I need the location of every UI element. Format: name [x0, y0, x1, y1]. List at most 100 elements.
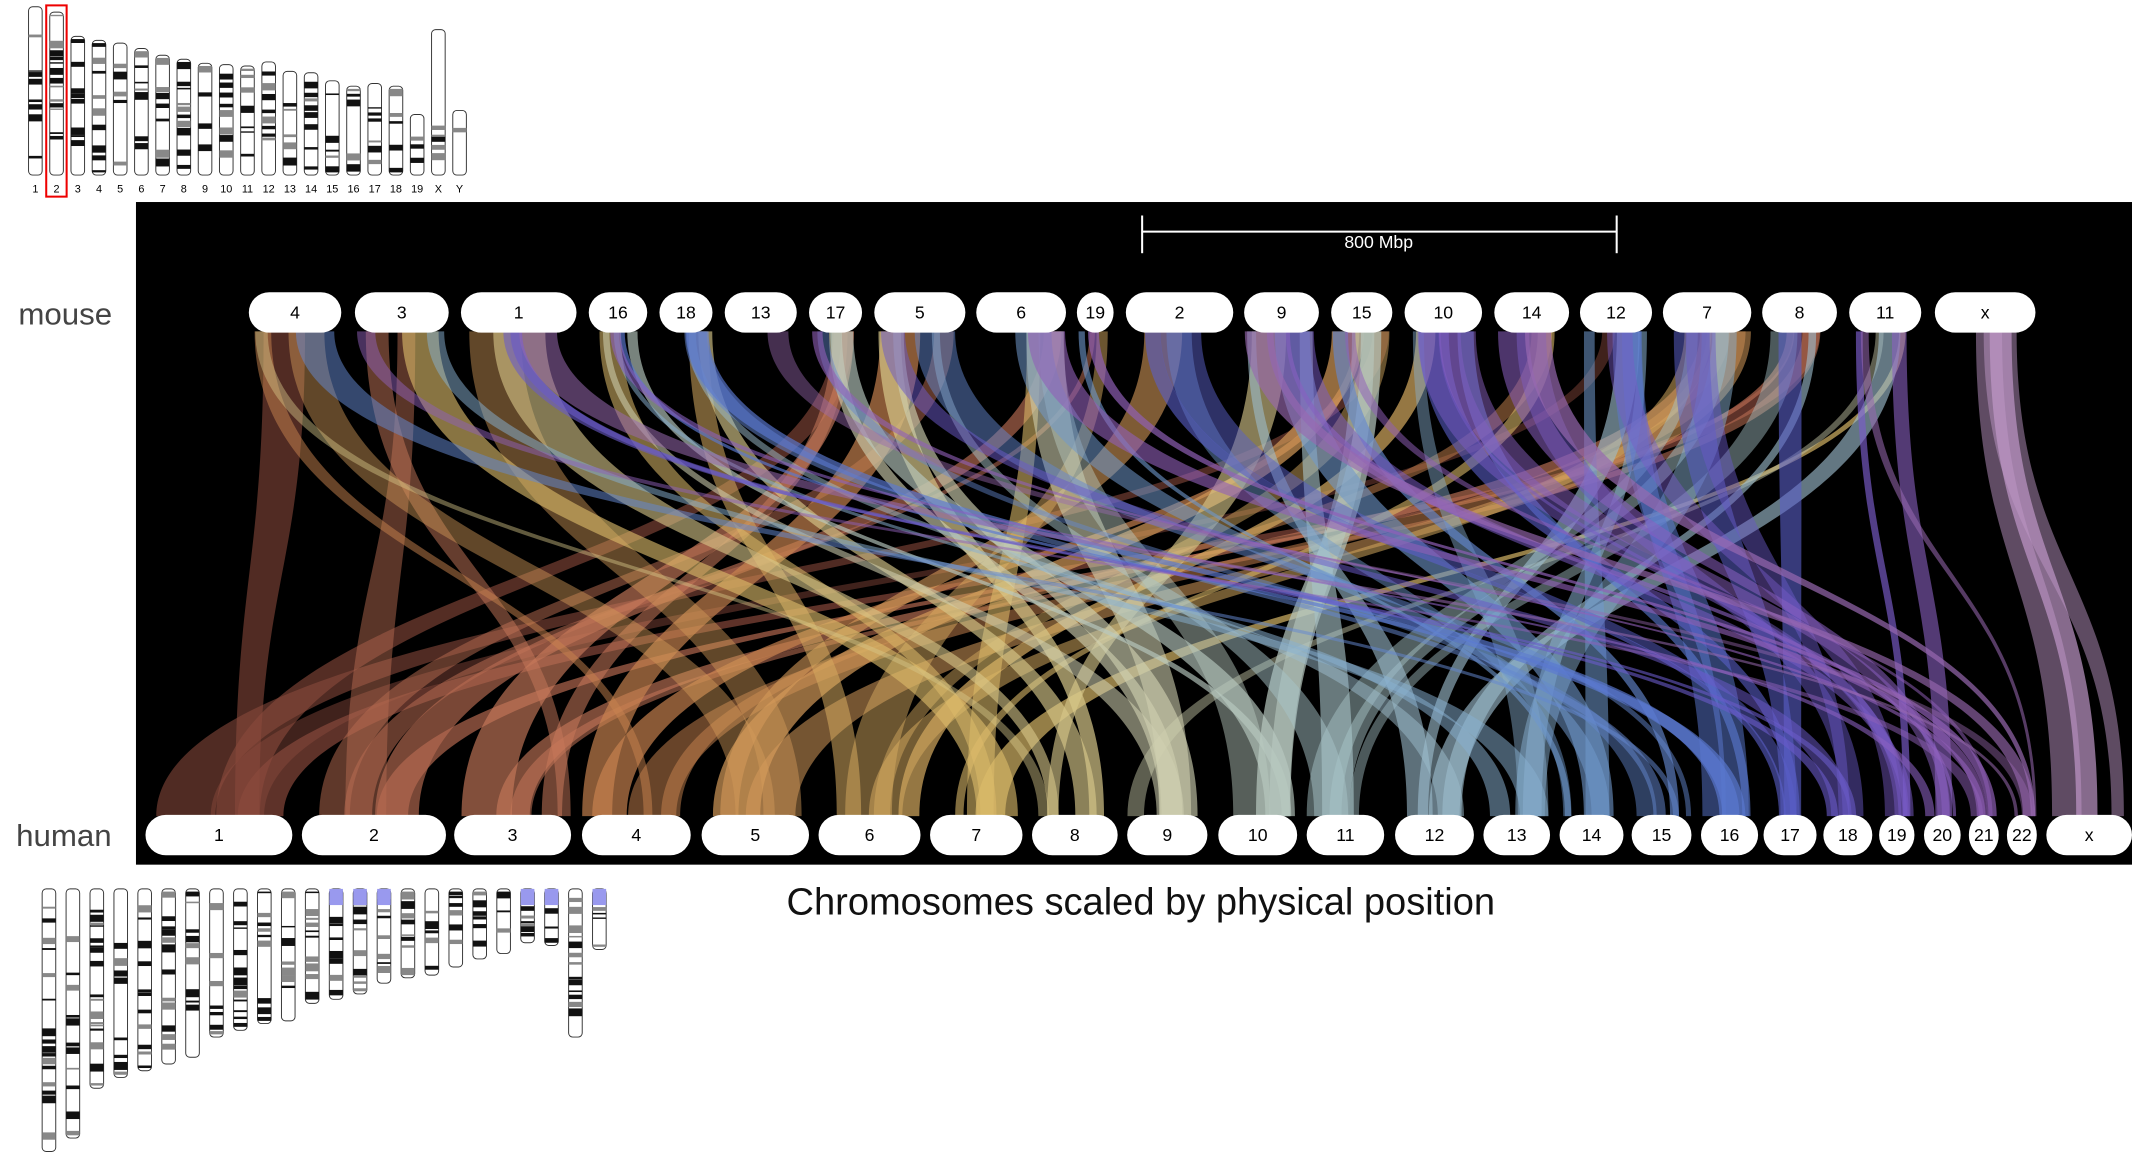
band — [177, 121, 191, 127]
band — [50, 68, 64, 75]
band — [42, 1066, 56, 1069]
band — [593, 913, 607, 915]
band — [177, 165, 191, 169]
band — [347, 164, 361, 171]
band — [234, 986, 248, 989]
karyotype-label: 5 — [117, 184, 123, 196]
band — [186, 936, 200, 942]
karyotype-label: 16 — [347, 184, 359, 196]
band — [177, 88, 191, 90]
band — [71, 93, 85, 98]
band — [156, 104, 170, 108]
band — [353, 976, 367, 978]
band — [368, 160, 382, 164]
band — [42, 1132, 56, 1139]
band — [569, 936, 583, 938]
band — [42, 1053, 56, 1056]
band — [50, 86, 64, 88]
band — [569, 990, 583, 992]
band — [262, 134, 276, 137]
chromosome-label: 5 — [750, 825, 760, 845]
band — [42, 1091, 56, 1095]
band — [198, 123, 212, 128]
karyotype-label: 3 — [75, 184, 81, 196]
band — [401, 892, 415, 900]
band — [449, 910, 463, 915]
band — [90, 1025, 104, 1027]
band — [90, 1042, 104, 1049]
band — [410, 158, 424, 163]
band — [50, 41, 64, 49]
band — [258, 928, 272, 931]
karyotype-label: 15 — [326, 184, 338, 196]
band — [71, 88, 85, 93]
band — [71, 99, 85, 104]
band — [90, 1022, 104, 1024]
band — [234, 978, 248, 986]
band — [283, 158, 297, 166]
band — [156, 87, 170, 92]
band — [92, 170, 106, 172]
band — [66, 1131, 80, 1135]
band — [29, 79, 43, 85]
band — [42, 1039, 56, 1043]
band — [50, 62, 64, 63]
band — [156, 159, 170, 167]
band — [569, 953, 583, 958]
band — [210, 981, 224, 986]
band — [50, 99, 64, 101]
karyotype-label: 8 — [181, 184, 187, 196]
chromosome-body — [198, 63, 212, 175]
band — [42, 1028, 56, 1036]
band — [281, 986, 295, 988]
band — [210, 1012, 224, 1015]
band — [71, 62, 85, 67]
chromosome-label: 7 — [971, 825, 981, 845]
chromosome-label: 14 — [1522, 303, 1542, 323]
band — [569, 977, 583, 980]
band — [497, 928, 511, 932]
band — [305, 909, 319, 916]
band — [473, 911, 487, 916]
band — [42, 1096, 56, 1104]
band — [90, 961, 104, 967]
band — [90, 994, 104, 997]
band — [304, 112, 318, 118]
chromosome-label: 9 — [1277, 303, 1287, 323]
band — [449, 896, 463, 898]
chromosome-body — [241, 66, 255, 175]
band — [389, 121, 403, 124]
chromosome-label: 6 — [865, 825, 875, 845]
chromosome-label: 10 — [1248, 825, 1268, 845]
chromosome-body — [113, 43, 127, 175]
chromosome-body — [66, 889, 80, 1138]
band — [305, 963, 319, 971]
band — [432, 126, 446, 130]
band — [234, 921, 248, 925]
band — [138, 992, 152, 996]
highlight — [593, 889, 607, 905]
band — [304, 105, 318, 111]
highlight — [353, 889, 367, 905]
band — [262, 71, 276, 75]
chromosome-label: 11 — [1336, 825, 1354, 845]
band — [138, 961, 152, 966]
band — [368, 140, 382, 142]
chromosome-label: 6 — [1016, 303, 1026, 323]
band — [177, 115, 191, 118]
band — [66, 1068, 80, 1070]
band — [281, 938, 295, 946]
band — [90, 925, 104, 926]
band — [90, 948, 104, 953]
band — [138, 941, 152, 949]
band — [521, 923, 535, 926]
band — [92, 145, 106, 152]
band — [258, 1017, 272, 1021]
band — [569, 962, 583, 965]
band — [138, 1045, 152, 1049]
chromosome-label: 1 — [214, 825, 224, 845]
band — [29, 99, 43, 102]
chromosome-body — [329, 889, 343, 999]
chromosome-body — [305, 889, 319, 1003]
band — [377, 935, 391, 939]
